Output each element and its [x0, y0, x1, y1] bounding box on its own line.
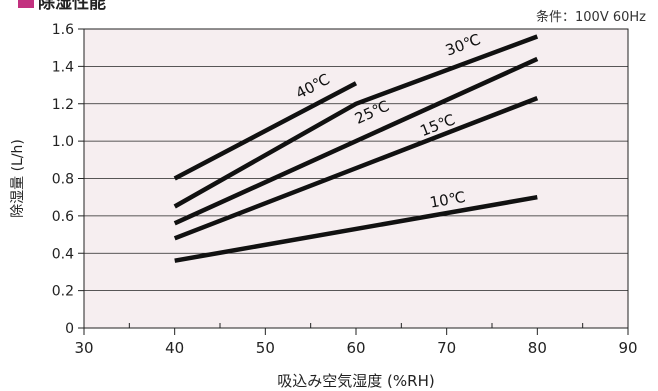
y-tick-label: 0: [65, 321, 74, 337]
x-tick-label: 70: [437, 339, 456, 357]
y-tick-label: 0.2: [52, 284, 74, 300]
x-tick-label: 50: [256, 339, 275, 357]
y-tick-label: 0.4: [52, 246, 74, 262]
x-tick-label: 80: [528, 339, 547, 357]
chart-title: 除湿性能: [38, 0, 106, 13]
series-group: [173, 34, 539, 263]
y-tick-label: 1.6: [52, 22, 74, 38]
series-line: [173, 34, 539, 209]
x-tick-label: 90: [618, 339, 637, 357]
x-tick-label: 30: [74, 339, 93, 357]
title-marker-square: [18, 0, 34, 8]
series-line: [173, 96, 539, 241]
chart-conditions: 条件：100V 60Hz: [536, 10, 646, 25]
y-axis-title: 除湿量 (L/h): [10, 139, 26, 218]
series-label: 10℃: [428, 188, 466, 212]
y-tick-label: 0.6: [52, 209, 74, 225]
series-line: [173, 81, 358, 181]
y-tick-label: 0.8: [52, 172, 74, 188]
axes: 0 0.2 0.4 0.6 0.8 1.0 1.2 1.4 1.6 30 40 50 60 70 80 90: [52, 22, 638, 357]
series-line: [173, 56, 539, 226]
y-tick-label: 1.2: [52, 97, 74, 113]
y-tick-label: 1.0: [52, 134, 74, 150]
chart-title-group: 除湿性能: [18, 0, 106, 13]
y-tick-label: 1.4: [52, 59, 74, 75]
series-line: [174, 194, 538, 263]
x-tick-label: 40: [165, 339, 184, 357]
x-tick-label: 60: [346, 339, 365, 357]
x-axis-title: 吸込み空気湿度 (%RH): [277, 372, 434, 390]
